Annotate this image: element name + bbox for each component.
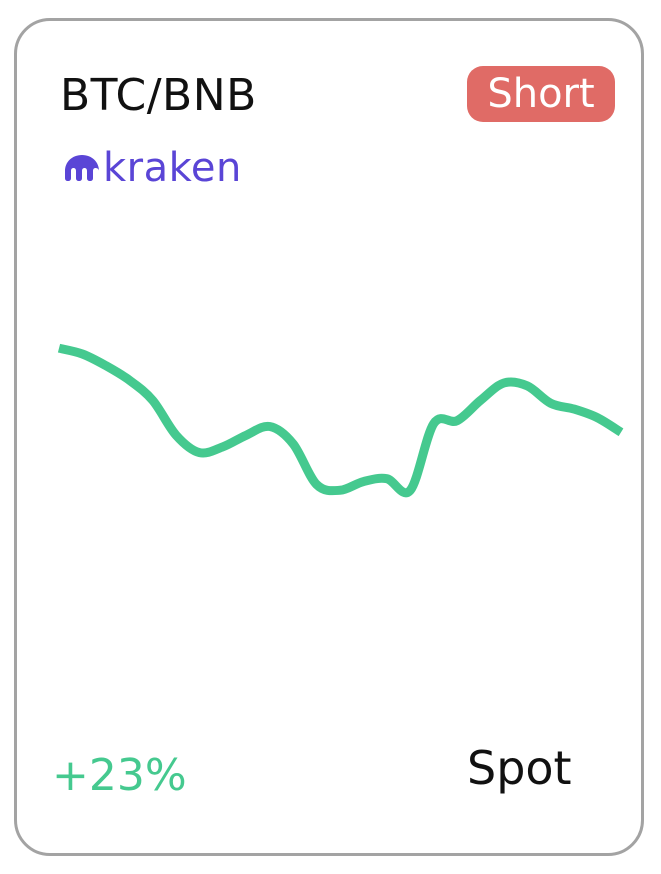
series-line (57, 343, 624, 498)
position-badge: Short (467, 66, 615, 122)
trading-pair: BTC/BNB (60, 70, 257, 121)
kraken-logo-shape (65, 155, 99, 181)
exchange-logo: kraken (64, 146, 242, 190)
market-type: Spot (467, 741, 572, 795)
kraken-logo-icon (65, 155, 99, 181)
chart-layer (57, 343, 624, 498)
exchange-name: kraken (103, 145, 242, 191)
change-percentage: +23% (52, 750, 187, 801)
trade-card[interactable] (14, 18, 644, 856)
